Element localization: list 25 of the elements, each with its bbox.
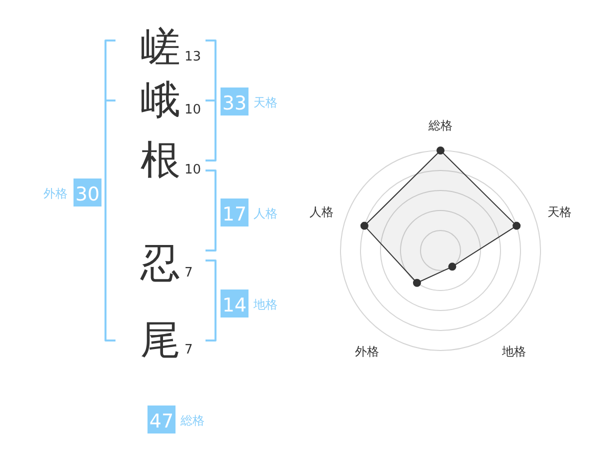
data-label: 30 (75, 184, 100, 206)
spoke-label: 外格 (355, 344, 380, 359)
spoke-label: 人格 (310, 204, 334, 219)
data-label: 7 (184, 266, 193, 280)
category-label: 根 (140, 138, 180, 184)
category-label: 尾 (140, 318, 180, 364)
data-label: 10 (184, 162, 202, 178)
data-label: 7 (184, 342, 193, 358)
category-label: 総格 (180, 414, 204, 428)
data-label: 10 (184, 102, 202, 118)
category-label: 地格 (252, 298, 278, 312)
category-label: 天格 (254, 96, 278, 110)
category-label: 外格 (44, 186, 68, 200)
spoke-label: 地格 (500, 344, 526, 359)
data-label: 33 (222, 92, 247, 114)
category-label: 忍 (140, 240, 180, 286)
category-label: 嵯 (140, 24, 180, 70)
category-label: 峨 (140, 78, 180, 124)
category-label: 人格 (254, 206, 278, 220)
data-label: 13 (184, 50, 202, 64)
spoke-label: 総格 (428, 118, 452, 132)
data-label: 47 (149, 410, 174, 432)
data-label: 14 (222, 294, 247, 316)
data-label: 17 (222, 204, 247, 226)
spoke-label: 天格 (547, 204, 572, 219)
